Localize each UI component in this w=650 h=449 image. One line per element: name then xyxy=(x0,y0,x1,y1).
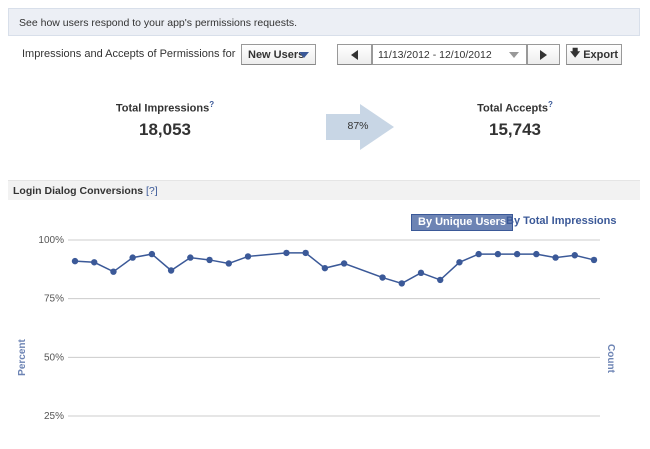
total-accepts-metric: Total Accepts? 15,743 xyxy=(450,100,580,140)
controls-bar: Impressions and Accepts of Permissions f… xyxy=(0,44,650,68)
y-tick-label: 50% xyxy=(44,352,64,363)
y-tick-label: 25% xyxy=(44,411,64,422)
total-impressions-value: 18,053 xyxy=(139,119,191,139)
controls-label: Impressions and Accepts of Permissions f… xyxy=(22,48,236,60)
data-point[interactable] xyxy=(302,249,309,257)
data-point[interactable] xyxy=(513,250,521,258)
segment-dropdown-label: New Users xyxy=(248,48,305,61)
info-bar: See how users respond to your app's perm… xyxy=(8,8,640,36)
download-arrow-icon: 🡇 xyxy=(569,48,581,59)
data-point[interactable] xyxy=(398,280,405,287)
data-point[interactable] xyxy=(417,269,425,277)
data-point[interactable] xyxy=(187,254,194,261)
chevron-down-icon xyxy=(299,52,309,58)
data-point[interactable] xyxy=(590,256,598,264)
previous-range-button[interactable] xyxy=(337,44,372,65)
conversion-chart: 100% 75% 50% 25% xyxy=(38,235,600,422)
data-point[interactable] xyxy=(552,254,559,261)
total-impressions-label-text: Total Impressions xyxy=(115,102,210,115)
export-label: Export xyxy=(583,48,619,61)
total-accepts-label-text: Total Accepts xyxy=(477,102,548,115)
arrow-right-icon xyxy=(540,49,547,60)
total-impressions-metric: Total Impressions? 18,053 xyxy=(100,100,230,140)
data-point[interactable] xyxy=(283,249,290,257)
data-point[interactable] xyxy=(206,256,213,264)
data-point[interactable] xyxy=(71,257,79,265)
total-accepts-value: 15,743 xyxy=(489,119,541,139)
data-point[interactable] xyxy=(110,268,117,275)
data-point[interactable] xyxy=(244,253,252,260)
next-range-button[interactable] xyxy=(527,44,560,65)
total-accepts-label: Total Accepts? xyxy=(450,100,580,115)
y-axis-left-label-wrap: Percent xyxy=(16,330,36,390)
date-range-value: 11/13/2012 - 12/10/2012 xyxy=(378,49,492,61)
data-point[interactable] xyxy=(437,276,444,284)
data-point[interactable] xyxy=(456,259,463,266)
by-unique-users-toggle[interactable]: By Unique Users xyxy=(411,214,514,231)
data-point[interactable] xyxy=(379,274,386,281)
help-icon[interactable]: ? xyxy=(548,100,553,109)
data-point[interactable] xyxy=(148,250,156,258)
data-point[interactable] xyxy=(129,254,136,261)
data-point[interactable] xyxy=(494,250,502,258)
total-impressions-label: Total Impressions? xyxy=(100,100,230,115)
y-axis-left-label: Percent xyxy=(16,339,28,376)
data-point[interactable] xyxy=(167,267,175,274)
data-point[interactable] xyxy=(321,264,329,272)
date-range-select[interactable]: 11/13/2012 - 12/10/2012 xyxy=(372,44,527,65)
y-tick-label: 100% xyxy=(38,235,64,246)
export-button[interactable]: 🡇 Export xyxy=(566,44,622,65)
data-point[interactable] xyxy=(571,252,578,259)
section-help-link[interactable]: [?] xyxy=(146,185,158,197)
accept-rate: 87% xyxy=(347,120,369,132)
series-line xyxy=(74,252,595,285)
y-tick-label: 75% xyxy=(44,294,64,305)
by-total-impressions-toggle[interactable]: By Total Impressions xyxy=(506,215,617,227)
y-axis-right-label-wrap: Count xyxy=(604,335,618,385)
conversion-arrow-icon xyxy=(326,104,394,150)
help-icon[interactable]: ? xyxy=(209,100,215,109)
segment-dropdown[interactable]: New Users xyxy=(241,44,316,65)
data-point[interactable] xyxy=(475,250,482,258)
data-point[interactable] xyxy=(340,260,348,267)
arrow-left-icon xyxy=(351,49,358,60)
info-text: See how users respond to your app's perm… xyxy=(19,17,298,29)
section-title: Login Dialog Conversions xyxy=(13,185,144,197)
y-axis-right-label: Count xyxy=(604,344,616,373)
data-point[interactable] xyxy=(225,260,232,267)
section-header: Login Dialog Conversions [?] xyxy=(8,180,640,200)
chevron-down-icon xyxy=(509,52,519,58)
data-point[interactable] xyxy=(91,259,98,266)
data-point[interactable] xyxy=(533,250,540,258)
